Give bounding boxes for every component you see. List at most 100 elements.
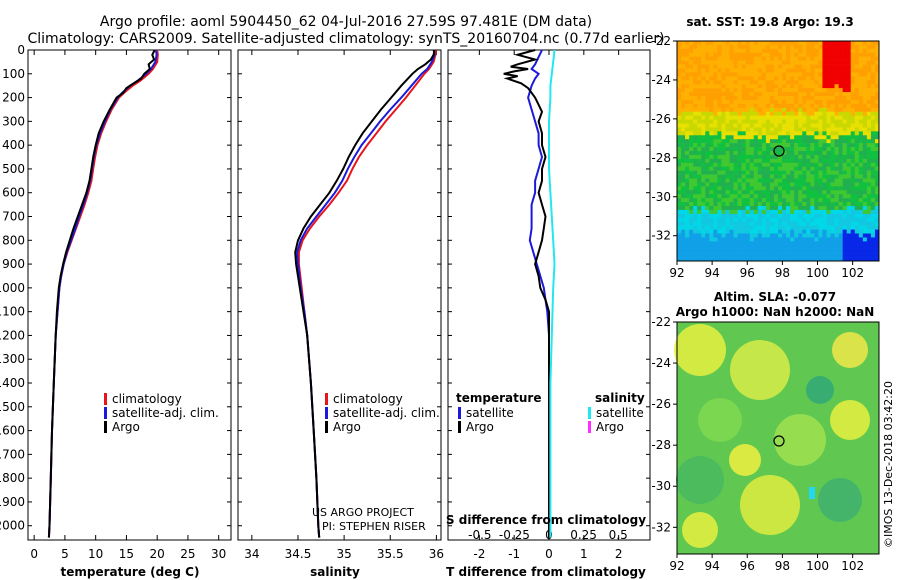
sst-cell [830, 99, 835, 105]
sst-cell [725, 209, 730, 215]
sst-cell [834, 44, 839, 50]
sst-cell [769, 257, 775, 262]
sst-cell [717, 123, 722, 128]
sst-cell [733, 107, 738, 113]
sst-cell [697, 182, 702, 187]
sst-cell [769, 186, 775, 191]
temperature-x-ticks: 0 5 10 15 20 25 30 [30, 50, 226, 561]
sst-cell [749, 147, 755, 152]
sst-cell [773, 151, 779, 156]
sst-cell [814, 178, 819, 183]
map-lon-label: 102 [841, 559, 864, 573]
sst-cell [782, 52, 787, 58]
sst-cell [850, 115, 856, 120]
sst-cell [846, 115, 852, 120]
sst-cell [778, 147, 783, 152]
sst-cell [826, 131, 831, 136]
sst-cell [737, 178, 742, 183]
sst-cell [834, 111, 839, 116]
sst-cell [757, 182, 763, 187]
sst-cell [822, 92, 827, 97]
sst-cell [741, 241, 746, 246]
sst-cell [826, 166, 831, 171]
sst-cell [769, 64, 775, 69]
sst-cell [830, 143, 835, 148]
sst-cell [725, 158, 730, 164]
sst-cell [818, 241, 823, 246]
sst-cell [842, 225, 847, 230]
sst-cell [713, 41, 718, 46]
sst-cell [782, 174, 787, 179]
sst-cell [741, 41, 746, 46]
sst-cell [717, 225, 722, 230]
sst-cell [810, 111, 815, 116]
sst-cell [778, 52, 783, 58]
sst-cell [838, 194, 843, 199]
sst-cell [790, 186, 795, 191]
sst-cell [717, 162, 722, 168]
sst-cell [854, 237, 860, 242]
sst-cell [757, 68, 763, 73]
sst-cell [814, 257, 819, 262]
sst-cell [846, 80, 852, 85]
sst-cell [838, 190, 843, 195]
sst-cell [729, 139, 734, 144]
sst-cell [790, 96, 795, 101]
sst-cell [838, 99, 843, 105]
sst-cell [745, 84, 751, 89]
sst-cell [765, 158, 771, 164]
sst-cell [773, 84, 779, 89]
sst-cell [782, 131, 787, 136]
sst-cell [685, 147, 690, 152]
sst-cell [745, 123, 751, 128]
sst-cell [854, 213, 860, 219]
sst-cell [689, 194, 694, 199]
title-line-2: Climatology: CARS2009. Satellite-adjuste… [27, 31, 664, 47]
sst-cell [689, 154, 694, 160]
sst-cell [709, 119, 714, 124]
sst-cell [838, 103, 843, 109]
sst-cell [850, 107, 856, 113]
sst-cell [705, 139, 710, 144]
sst-cell [782, 225, 787, 230]
sst-cell [713, 257, 718, 262]
sst-cell [826, 96, 831, 101]
legend-title-temperature: temperature [456, 391, 541, 405]
sst-cell [773, 99, 779, 105]
sst-cell [761, 225, 767, 230]
sst-cell [870, 154, 876, 160]
sst-cell [757, 135, 763, 140]
sst-cell [814, 213, 819, 219]
sst-cell [850, 143, 856, 148]
sst-cell [826, 135, 831, 140]
sst-cell [765, 111, 771, 116]
sst-cell [850, 237, 856, 242]
sst-cell [717, 103, 722, 109]
sst-cell [729, 151, 734, 156]
sst-cell [693, 166, 698, 171]
sst-cell [830, 60, 835, 65]
sst-cell [693, 213, 698, 219]
sst-cell [741, 72, 746, 77]
sst-cell [850, 194, 856, 199]
sst-cell [778, 253, 783, 258]
sst-cell [693, 225, 698, 230]
sst-cell [769, 147, 775, 152]
sst-cell [761, 143, 767, 148]
sst-cell [838, 76, 843, 81]
sst-cell [729, 154, 734, 160]
sst-cell [709, 209, 714, 215]
sst-cell [854, 174, 860, 179]
sst-cell [773, 115, 779, 120]
sst-cell [862, 206, 868, 211]
sst-cell [737, 249, 742, 254]
sst-cell [810, 233, 815, 238]
sst-cell [769, 190, 775, 195]
sst-cell [874, 209, 880, 215]
sst-cell [737, 174, 742, 179]
sst-cell [769, 166, 775, 171]
sla-blob [682, 512, 718, 548]
sst-cell [854, 44, 860, 50]
sst-cell [782, 41, 787, 46]
sst-cell [814, 217, 819, 223]
